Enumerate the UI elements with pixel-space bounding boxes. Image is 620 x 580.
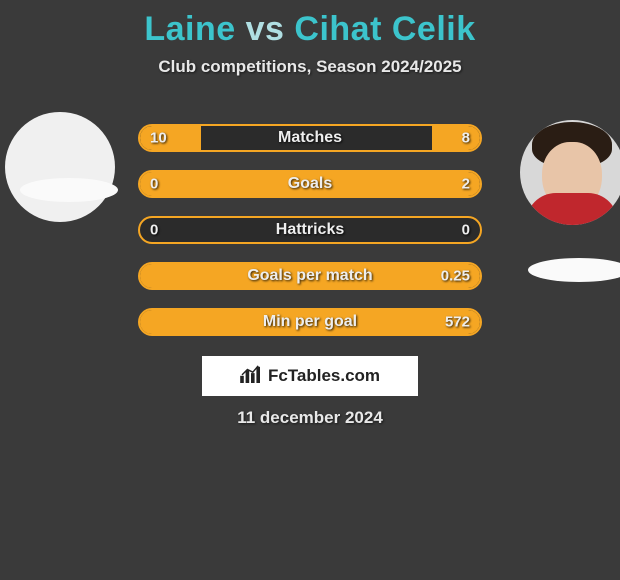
player1-name: Laine — [144, 10, 235, 48]
infographic-date: 11 december 2024 — [237, 408, 383, 428]
player2-shadow — [528, 258, 620, 282]
player2-name: Cihat Celik — [294, 10, 475, 48]
stat-value-right: 572 — [445, 314, 470, 331]
brand-box: FcTables.com — [202, 356, 418, 396]
stat-bars: Matches 10 8 Goals 0 2 Hattricks 0 0 Goals per ma… — [138, 124, 482, 354]
stat-label: Min per goal — [263, 313, 357, 331]
stat-value-right: 8 — [462, 130, 470, 147]
player2-avatar — [520, 120, 620, 225]
stat-row: Min per goal 572 — [138, 308, 482, 336]
comparison-title: Laine vs Cihat Celik — [0, 0, 620, 49]
stat-row: Goals 0 2 — [138, 170, 482, 198]
stat-value-right: 0.25 — [441, 268, 470, 285]
stat-row: Hattricks 0 0 — [138, 216, 482, 244]
stat-fill-right — [432, 126, 480, 150]
stat-label: Goals per match — [247, 267, 372, 285]
avatar-shirt — [526, 193, 618, 225]
bar-chart-icon — [240, 365, 262, 388]
stat-row: Goals per match 0.25 — [138, 262, 482, 290]
stat-label: Goals — [288, 175, 332, 193]
stat-label: Hattricks — [276, 221, 344, 239]
stat-value-right: 2 — [462, 176, 470, 193]
stat-row: Matches 10 8 — [138, 124, 482, 152]
player1-shadow — [20, 178, 118, 202]
stat-value-left: 10 — [150, 130, 167, 147]
subtitle: Club competitions, Season 2024/2025 — [0, 57, 620, 77]
stat-value-left: 0 — [150, 222, 158, 239]
vs-text: vs — [246, 10, 285, 48]
stat-value-left: 0 — [150, 176, 158, 193]
brand-text: FcTables.com — [268, 366, 380, 386]
player1-avatar — [5, 112, 115, 222]
stat-value-right: 0 — [462, 222, 470, 239]
stat-label: Matches — [278, 129, 342, 147]
